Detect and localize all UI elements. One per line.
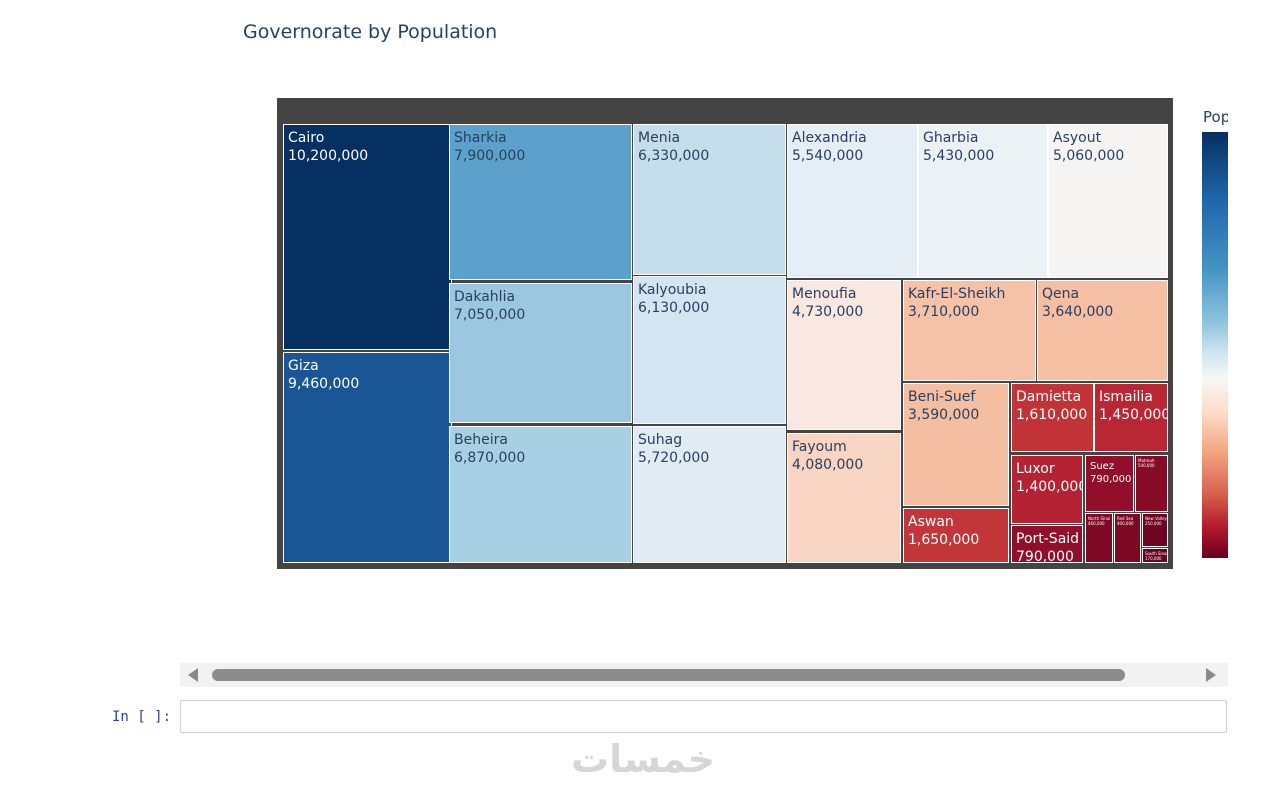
- output-clip-edge: [1228, 0, 1287, 793]
- tile-name: Fayoum: [792, 439, 847, 455]
- treemap-tile-alexandria[interactable]: Alexandria 5,540,000: [787, 124, 918, 278]
- colorbar: [1202, 132, 1228, 558]
- treemap-tile-damietta[interactable]: Damietta 1,610,000: [1011, 383, 1094, 452]
- tile-value: 3,640,000: [1042, 304, 1114, 320]
- tile-value: 5,540,000: [792, 148, 864, 164]
- tile-value: 6,130,000: [638, 300, 710, 316]
- tile-value: 400,000: [1117, 521, 1134, 526]
- treemap-tile-luxor[interactable]: Luxor 1,400,000: [1011, 455, 1083, 524]
- tile-value: 3,710,000: [908, 304, 980, 320]
- tile-value: 9,460,000: [288, 376, 360, 392]
- treemap-tile-aswan[interactable]: Aswan 1,650,000: [903, 508, 1009, 563]
- tile-value: 5,430,000: [923, 148, 995, 164]
- tile-value: 5,060,000: [1053, 148, 1125, 164]
- treemap-tile-beni-suef[interactable]: Beni-Suef 3,590,000: [903, 383, 1009, 506]
- treemap-tile-red-sea[interactable]: Red Sea 400,000: [1114, 513, 1141, 563]
- tile-name: Cairo: [288, 130, 325, 146]
- code-cell-input[interactable]: [180, 700, 1227, 733]
- tile-name: Red Sea: [1117, 516, 1134, 521]
- treemap-tile-port-said[interactable]: Port-Said 790,000: [1011, 525, 1083, 563]
- treemap-tile-sharkia[interactable]: Sharkia 7,900,000: [449, 124, 632, 280]
- tile-value: 460,000: [1088, 521, 1105, 526]
- treemap-tile-suhag[interactable]: Suhag 5,720,000: [633, 426, 786, 563]
- tile-value: 1,400,000: [1016, 479, 1083, 495]
- watermark-logo: خمسات: [571, 737, 715, 781]
- treemap-tile-gharbia[interactable]: Gharbia 5,430,000: [918, 124, 1048, 278]
- tile-value: 7,900,000: [454, 148, 526, 164]
- tile-name: Alexandria: [792, 130, 867, 146]
- treemap-tile-giza[interactable]: Giza 9,460,000: [283, 352, 452, 563]
- tile-name: Port-Said: [1016, 531, 1080, 547]
- tile-value: 540,000: [1138, 463, 1155, 468]
- tile-name: Beni-Suef: [908, 389, 976, 405]
- tile-value: 170,000: [1145, 556, 1162, 561]
- tile-name: Ismailia: [1099, 389, 1153, 405]
- tile-value: 3,590,000: [908, 407, 980, 423]
- tile-name: Suhag: [638, 432, 683, 448]
- scrollbar-thumb[interactable]: [212, 669, 1125, 681]
- cell-prompt: In [ ]:: [112, 709, 172, 725]
- tile-value: 1,610,000: [1016, 407, 1088, 423]
- tile-value: 250,000: [1145, 521, 1162, 526]
- treemap-tile-kafr-el-sheikh[interactable]: Kafr-El-Sheikh 3,710,000: [903, 280, 1036, 381]
- scroll-right-arrow-icon[interactable]: [1206, 668, 1216, 682]
- tile-name: Kafr-El-Sheikh: [908, 286, 1006, 302]
- tile-name: Qena: [1042, 286, 1080, 302]
- treemap-tile-ismailia[interactable]: Ismailia 1,450,000: [1094, 383, 1168, 452]
- tile-name: South Sinai: [1145, 551, 1168, 556]
- treemap-tile-suez[interactable]: Suez 790,000: [1085, 455, 1134, 512]
- tile-name: Kalyoubia: [638, 282, 707, 298]
- tile-value: 5,720,000: [638, 450, 710, 466]
- tile-name: Menia: [638, 130, 681, 146]
- treemap-tile-cairo[interactable]: Cairo 10,200,000: [283, 124, 452, 350]
- tile-value: 790,000: [1090, 474, 1132, 485]
- tile-name: New Valley: [1145, 516, 1167, 521]
- treemap-tile-fayoum[interactable]: Fayoum 4,080,000: [787, 433, 901, 563]
- tile-name: Suez: [1090, 461, 1115, 472]
- tile-name: Luxor: [1016, 461, 1055, 477]
- treemap-tile-new-valley[interactable]: New Valley 250,000: [1142, 513, 1168, 547]
- tile-name: Aswan: [908, 514, 954, 530]
- tile-name: North Sinai: [1088, 516, 1111, 521]
- treemap-tile-beheira[interactable]: Beheira 6,870,000: [449, 426, 632, 563]
- treemap-tile-dakahlia[interactable]: Dakahlia 7,050,000: [449, 283, 632, 423]
- treemap-tile-menia[interactable]: Menia 6,330,000: [633, 124, 786, 275]
- chart-title: Governorate by Population: [243, 21, 498, 43]
- tile-value: 4,080,000: [792, 457, 864, 473]
- tile-value: 790,000: [1016, 549, 1074, 563]
- tile-value: 1,450,000: [1099, 407, 1168, 423]
- tile-name: Beheira: [454, 432, 508, 448]
- tile-name: Damietta: [1016, 389, 1082, 405]
- tile-name: Asyout: [1053, 130, 1102, 146]
- treemap-tile-north-sinai[interactable]: North Sinai 460,000: [1085, 513, 1113, 563]
- treemap-tile-south-sinai[interactable]: South Sinai 170,000: [1142, 548, 1168, 563]
- tile-value: 10,200,000: [288, 148, 369, 164]
- treemap[interactable]: Cairo 10,200,000 Giza 9,460,000 Sharkia 7,900…: [277, 98, 1173, 569]
- tile-name: Menoufia: [792, 286, 857, 302]
- colorbar-title: Pop: [1203, 108, 1231, 126]
- tile-name: Sharkia: [454, 130, 507, 146]
- treemap-tile-kalyoubia[interactable]: Kalyoubia 6,130,000: [633, 276, 786, 424]
- scroll-left-arrow-icon[interactable]: [188, 668, 198, 682]
- tile-value: 6,330,000: [638, 148, 710, 164]
- tile-name: Matrouh: [1138, 458, 1155, 463]
- tile-value: 1,650,000: [908, 532, 980, 548]
- treemap-tile-asyout[interactable]: Asyout 5,060,000: [1048, 124, 1168, 278]
- tile-value: 6,870,000: [454, 450, 526, 466]
- tile-value: 4,730,000: [792, 304, 864, 320]
- tile-name: Gharbia: [923, 130, 979, 146]
- treemap-tile-qena[interactable]: Qena 3,640,000: [1037, 280, 1168, 381]
- treemap-tile-menoufia[interactable]: Menoufia 4,730,000: [787, 280, 901, 430]
- tile-value: 7,050,000: [454, 307, 526, 323]
- tile-name: Giza: [288, 358, 319, 374]
- tile-name: Dakahlia: [454, 289, 516, 305]
- treemap-tile-matrouh[interactable]: Matrouh 540,000: [1135, 455, 1168, 512]
